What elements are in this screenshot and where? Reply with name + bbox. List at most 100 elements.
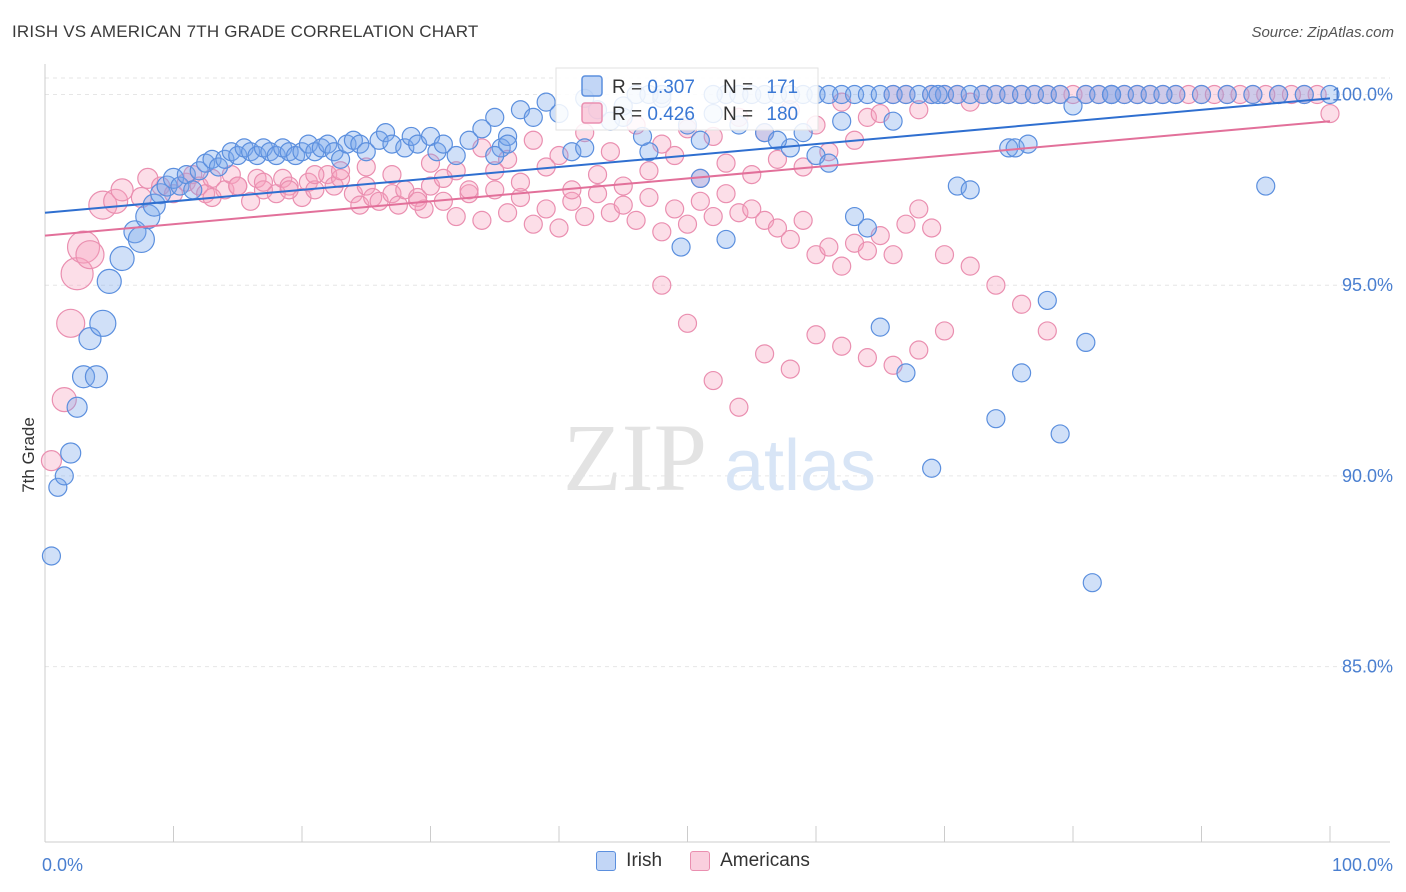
americans-point [510, 172, 531, 192]
irish-point [767, 130, 788, 150]
americans-point [60, 257, 94, 291]
irish-point [498, 126, 518, 147]
americans-point [909, 340, 929, 360]
americans-point [754, 344, 775, 364]
irish-point [1050, 84, 1070, 105]
irish-point [1101, 84, 1122, 105]
americans-point [832, 336, 852, 356]
irish-point [1256, 176, 1276, 196]
irish-point [690, 130, 710, 150]
svg-text:R = 0.307: R = 0.307 [612, 77, 695, 98]
americans-point [613, 195, 633, 215]
americans-point [485, 161, 505, 181]
americans-point [549, 218, 569, 238]
americans-point [934, 245, 955, 265]
legend-irish-r-value: 0.307 [647, 77, 695, 98]
americans-point [51, 387, 77, 413]
americans-point [857, 348, 878, 368]
americans-point [587, 184, 608, 204]
irish-point [266, 145, 286, 166]
irish-point [1050, 424, 1070, 444]
americans-point [922, 218, 942, 238]
americans-point [414, 199, 434, 219]
irish-point [89, 309, 117, 337]
y-tick-label: 90.0% [1342, 466, 1393, 486]
legend-irish-label: Irish [626, 850, 663, 871]
irish-point [536, 92, 556, 112]
irish-point [395, 138, 415, 158]
irish-point [459, 130, 479, 150]
legend-top: R = 0.307 N = 171 R = 0.426 N = 180 [555, 67, 819, 131]
americans-point [703, 370, 723, 391]
x-tick-label: 0.0% [42, 855, 83, 875]
americans-point [549, 145, 569, 166]
y-tick-label: 85.0% [1342, 657, 1393, 677]
legend-americans-swatch [581, 102, 603, 124]
americans-point [498, 149, 518, 169]
americans-point [986, 275, 1006, 295]
tick-labels: 100.0% 95.0% 90.0% 85.0% 0.0% 100.0% [42, 85, 1393, 875]
y-axis-label: 7th Grade [19, 417, 38, 493]
svg-text:R = 0.426: R = 0.426 [612, 104, 695, 125]
irish-point [446, 145, 466, 166]
americans-trendline [44, 120, 1331, 237]
irish-point [844, 206, 865, 227]
irish-point [298, 134, 319, 154]
americans-point [652, 222, 672, 242]
irish-point [84, 365, 109, 389]
americans-point [587, 164, 608, 185]
irish-point [928, 84, 948, 105]
irish-point [318, 134, 338, 154]
americans-point [806, 325, 826, 345]
irish-point [96, 268, 122, 294]
irish-point [896, 363, 916, 383]
legend-item-americans[interactable]: Americans [690, 850, 810, 872]
americans-point [382, 184, 402, 204]
americans-point [742, 199, 762, 219]
legend-irish-r-label: R = [612, 77, 647, 98]
americans-point [1011, 294, 1032, 314]
americans-point [767, 218, 788, 238]
x-tick-label: 100.0% [1332, 855, 1393, 875]
irish-point [170, 176, 190, 196]
y-tick-label: 95.0% [1342, 275, 1393, 295]
americans-point [960, 256, 980, 276]
americans-point [639, 161, 659, 181]
irish-point [857, 218, 878, 238]
americans-point [716, 153, 736, 173]
americans-point [934, 321, 955, 341]
irish-point [498, 134, 518, 154]
legend-item-irish[interactable]: Irish [596, 850, 662, 872]
legend-irish-swatch [581, 75, 603, 97]
legend-americans-bottom-swatch [690, 851, 711, 871]
irish-point [382, 134, 402, 154]
irish-point [375, 123, 396, 143]
irish-point [427, 142, 447, 162]
americans-point [523, 214, 543, 234]
americans-point [253, 172, 274, 192]
americans-point [909, 100, 929, 120]
americans-point [896, 214, 916, 234]
irish-point [562, 142, 582, 162]
americans-point [600, 142, 621, 162]
legend-irish-n-value: 171 [766, 77, 798, 98]
americans-point [273, 168, 293, 189]
irish-point [523, 107, 543, 127]
irish-point [247, 145, 267, 166]
irish-point [1294, 84, 1314, 105]
irish-point [1217, 84, 1237, 105]
irish-point [1268, 84, 1289, 105]
irish-point [575, 138, 595, 158]
irish-point [228, 145, 248, 166]
americans-point [382, 164, 402, 185]
americans-point [446, 206, 466, 227]
americans-point [56, 308, 86, 338]
americans-point [536, 199, 556, 219]
irish-point [41, 546, 62, 566]
americans-point [613, 176, 633, 196]
americans-point [575, 206, 595, 227]
irish-point [433, 134, 453, 154]
watermark: ZIP atlas [563, 404, 876, 511]
americans-point [742, 164, 762, 185]
